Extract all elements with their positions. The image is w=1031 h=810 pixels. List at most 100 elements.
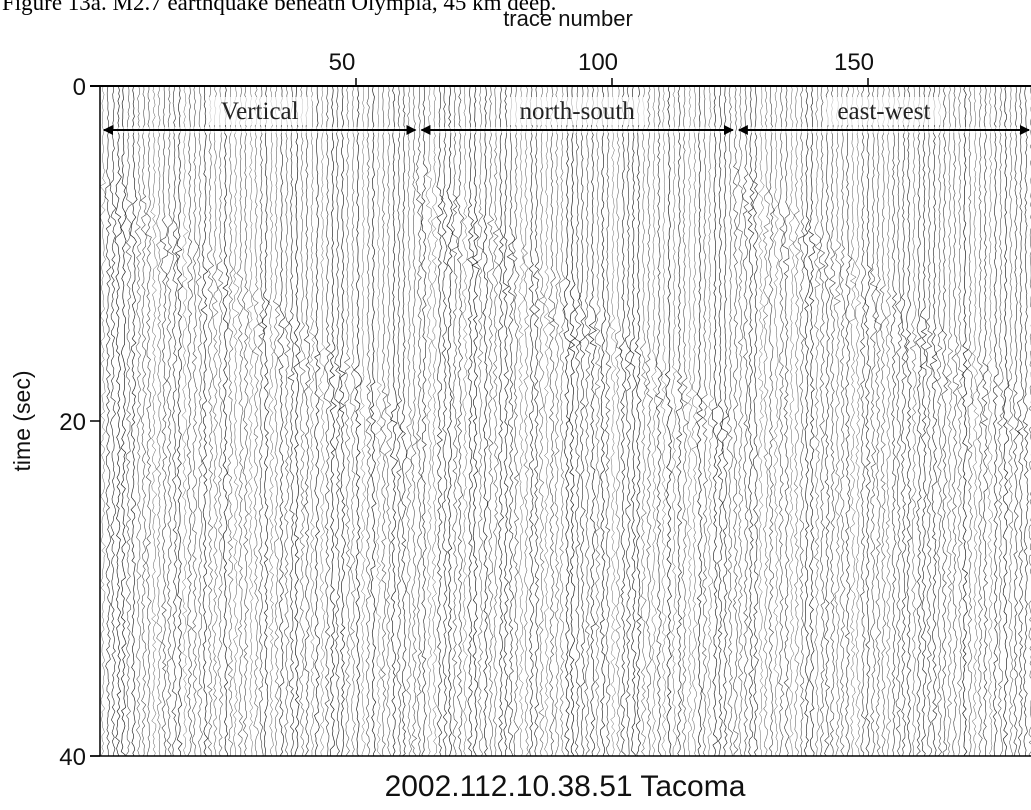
trace-wiggle xyxy=(114,86,122,756)
chart-subtitle: 2002.112.10.38.51 Tacoma xyxy=(385,770,746,803)
trace-wiggle xyxy=(303,86,311,756)
trace-wiggle xyxy=(482,86,489,756)
trace-wiggle xyxy=(150,86,158,756)
trace-wiggle xyxy=(120,86,127,756)
trace-wiggle xyxy=(308,86,316,756)
trace-wiggle xyxy=(807,86,816,756)
trace-wiggle xyxy=(384,86,393,756)
x-tick-label: 100 xyxy=(578,49,618,76)
trace-wiggle xyxy=(455,86,465,756)
trace-wiggle xyxy=(522,86,530,756)
trace-wiggle xyxy=(389,86,399,756)
trace-wiggle xyxy=(1007,86,1014,756)
trace-wiggle xyxy=(772,86,780,756)
component-label-backing xyxy=(826,97,942,125)
y-axis-label: time (sec) xyxy=(9,371,35,472)
trace-wiggle xyxy=(823,86,831,756)
trace-wiggle xyxy=(660,86,667,756)
trace-wiggle xyxy=(961,86,969,756)
trace-wiggle xyxy=(839,86,846,756)
trace-wiggle xyxy=(721,86,729,756)
trace-wiggle xyxy=(497,86,505,756)
trace-wiggle xyxy=(650,86,658,756)
trace-wiggle xyxy=(711,86,719,756)
trace-wiggle xyxy=(252,86,260,756)
trace-wiggles xyxy=(100,86,1031,756)
trace-wiggle xyxy=(343,86,351,756)
component-label-backing xyxy=(207,97,312,125)
trace-wiggle xyxy=(997,86,1005,756)
trace-wiggle xyxy=(257,86,265,756)
trace-wiggle xyxy=(410,86,418,756)
trace-wiggle xyxy=(200,86,209,756)
trace-wiggle xyxy=(976,86,984,756)
trace-wiggle xyxy=(671,86,678,756)
trace-wiggle xyxy=(323,86,332,756)
trace-wiggle xyxy=(587,86,597,756)
trace-wiggle xyxy=(552,86,561,756)
trace-wiggle xyxy=(966,86,974,756)
trace-wiggle xyxy=(1022,86,1029,756)
trace-wiggle xyxy=(833,86,842,756)
trace-wiggle xyxy=(935,86,943,756)
trace-wiggle xyxy=(446,86,454,756)
trace-wiggle xyxy=(293,86,301,756)
trace-wiggle xyxy=(863,86,873,756)
trace-wiggle xyxy=(951,86,960,756)
trace-wiggle xyxy=(788,86,795,756)
trace-wiggle xyxy=(517,86,525,756)
trace-wiggle xyxy=(262,86,270,756)
trace-wiggle xyxy=(925,86,933,756)
trace-wiggle xyxy=(634,86,642,756)
x-tick-label: 150 xyxy=(834,49,874,76)
trace-wiggle xyxy=(186,86,193,756)
trace-wiggle xyxy=(145,86,152,756)
trace-wiggle xyxy=(475,86,484,756)
component-labels: Vertical north-south east-west xyxy=(103,97,1030,135)
y-tick-label: 40 xyxy=(59,744,86,771)
trace-wiggle xyxy=(768,86,775,756)
trace-wiggle xyxy=(859,86,867,756)
trace-wiggle xyxy=(584,86,591,756)
y-tick-label: 0 xyxy=(73,74,86,101)
trace-wiggle xyxy=(1012,86,1021,756)
trace-wiggle xyxy=(502,86,510,756)
trace-wiggle xyxy=(227,86,234,756)
trace-wiggle xyxy=(487,86,495,756)
trace-wiggle xyxy=(399,86,408,756)
trace-wiggle xyxy=(797,86,805,756)
trace-wiggle xyxy=(869,86,878,756)
trace-wiggle xyxy=(813,86,821,756)
trace-wiggle xyxy=(568,86,576,756)
trace-wiggle xyxy=(757,86,765,756)
trace-wiggle xyxy=(287,86,295,756)
trace-wiggle xyxy=(752,86,759,756)
trace-wiggle xyxy=(222,86,230,756)
trace-wiggle xyxy=(792,86,801,756)
trace-wiggle xyxy=(166,86,174,756)
trace-wiggle xyxy=(548,86,556,756)
trace-wiggle xyxy=(941,86,949,756)
trace-wiggle xyxy=(624,86,632,756)
trace-wiggle xyxy=(879,86,887,756)
trace-wiggle xyxy=(207,86,215,756)
figure-caption: Figure 13a. M2.7 earthquake beneath Olym… xyxy=(2,0,557,15)
trace-wiggle xyxy=(691,86,698,756)
component-label: Vertical xyxy=(221,98,299,125)
trace-wiggle xyxy=(284,86,291,756)
trace-wiggle xyxy=(818,86,826,756)
trace-wiggle xyxy=(492,86,500,756)
trace-wiggle xyxy=(885,86,892,756)
trace-wiggle xyxy=(619,86,627,756)
x-tick-label: 50 xyxy=(329,49,356,76)
trace-wiggle xyxy=(181,86,189,756)
trace-wiggle xyxy=(436,86,444,756)
trace-wiggle xyxy=(365,86,372,756)
trace-wiggle xyxy=(512,86,520,756)
trace-wiggle xyxy=(272,86,281,756)
trace-wiggle xyxy=(848,86,857,756)
trace-wiggle xyxy=(874,86,882,756)
trace-wiggle xyxy=(574,86,582,756)
trace-wiggle xyxy=(1002,86,1010,756)
